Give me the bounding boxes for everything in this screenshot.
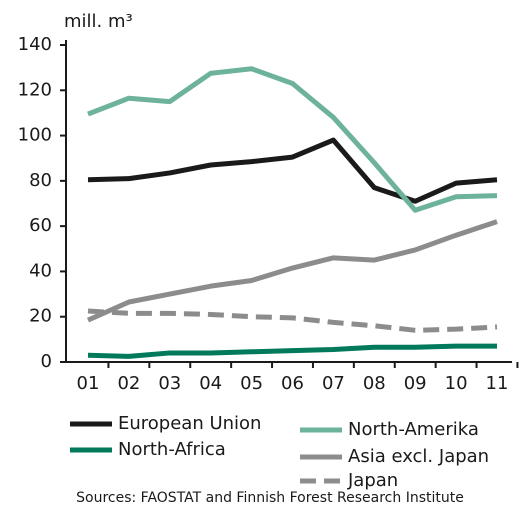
x-tick-label: 01 bbox=[77, 373, 100, 394]
legend-label: North-Africa bbox=[118, 439, 226, 460]
y-axis-label: mill. m³ bbox=[64, 11, 133, 32]
y-tick-label: 20 bbox=[29, 306, 52, 327]
series-line bbox=[87, 343, 497, 359]
y-tick-label: 140 bbox=[18, 34, 52, 55]
series-line bbox=[86, 219, 498, 323]
legend-label: Japan bbox=[347, 470, 398, 491]
x-tick-label: 08 bbox=[363, 373, 386, 394]
series-line bbox=[87, 308, 498, 333]
x-tick-label: 07 bbox=[322, 373, 345, 394]
y-tick-label: 0 bbox=[41, 351, 52, 372]
source: Sources: FAOSTAT and Finnish Forest Rese… bbox=[76, 490, 464, 506]
y-tick-label: 100 bbox=[18, 125, 52, 146]
y-tick-label: 60 bbox=[29, 215, 52, 236]
y-tick-label: 120 bbox=[18, 79, 52, 100]
series-line bbox=[87, 66, 498, 213]
x-tick-label: 06 bbox=[281, 373, 304, 394]
x-tick-label: 03 bbox=[158, 373, 181, 394]
x-tick-label: 10 bbox=[445, 373, 468, 394]
series-line bbox=[87, 137, 498, 204]
y-tick-label: 80 bbox=[29, 170, 52, 191]
x-tick-label: 09 bbox=[404, 373, 427, 394]
x-tick-label: 02 bbox=[117, 373, 140, 394]
x-tick-label: 04 bbox=[199, 373, 222, 394]
x-tick-label: 11 bbox=[486, 373, 509, 394]
legend-label: European Union bbox=[118, 413, 261, 434]
legend-label: Asia excl. Japan bbox=[348, 446, 489, 467]
y-tick-label: 40 bbox=[29, 260, 52, 281]
legend-label: North-Amerika bbox=[348, 419, 479, 440]
x-tick-label: 05 bbox=[240, 373, 263, 394]
